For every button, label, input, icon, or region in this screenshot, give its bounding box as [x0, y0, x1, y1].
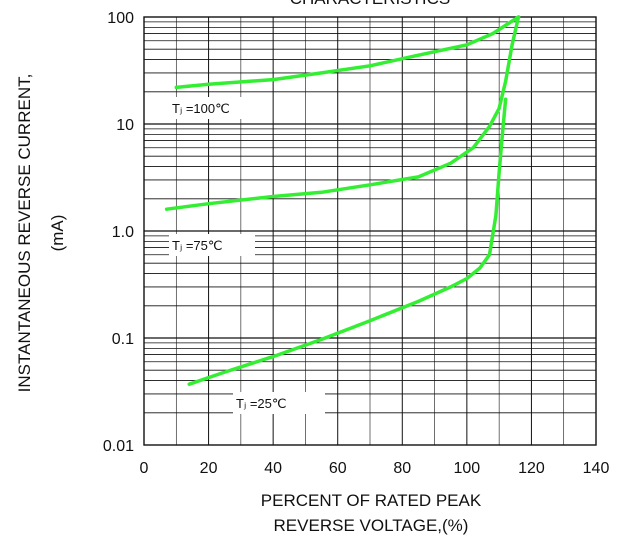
x-tick-label: 0 [140, 460, 149, 477]
x-tick-labels: 0 20 40 60 80 100 120 140 [140, 460, 610, 477]
x-tick-label: 120 [518, 460, 545, 477]
y-tick-label: 10 [116, 117, 134, 134]
curve-label-1: Tⱼ =75℃ [172, 238, 222, 253]
plot-grid [143, 16, 597, 446]
curve-label-2: Tⱼ =25℃ [236, 396, 286, 411]
y-tick-label: 1.0 [112, 224, 134, 241]
x-axis-title-line-1: PERCENT OF RATED PEAK [261, 491, 482, 510]
series-line-1 [164, 15, 521, 211]
curve-labels-layer: Tⱼ =100℃ Tⱼ =75℃ Tⱼ =25℃ [169, 97, 325, 414]
x-tick-label: 60 [329, 460, 347, 477]
series-line-0 [174, 15, 521, 90]
x-tick-label: 20 [200, 460, 218, 477]
series-line-2 [187, 97, 508, 386]
curves-layer [164, 15, 521, 386]
curve-label-background [233, 392, 325, 414]
x-axis-title-line-2: REVERSE VOLTAGE,(%) [274, 516, 469, 535]
curve-label-background [169, 234, 255, 256]
y-tick-label: 100 [107, 10, 134, 27]
y-tick-labels: 0.01 0.1 1.0 10 100 [103, 10, 134, 455]
y-axis-title-line-2: (mA) [48, 215, 67, 252]
y-tick-label: 0.1 [112, 331, 134, 348]
x-tick-label: 40 [264, 460, 282, 477]
curve-label-background [169, 97, 255, 119]
x-tick-label: 100 [454, 460, 481, 477]
x-tick-label: 80 [393, 460, 411, 477]
y-axis-title-line-1: INSTANTANEOUS REVERSE CURRENT, [15, 74, 34, 393]
curve-label-0: Tⱼ =100℃ [172, 101, 230, 116]
y-tick-label: 0.01 [103, 438, 134, 455]
chart-title: CHARACTERISTICS [290, 0, 451, 8]
x-tick-label: 140 [583, 460, 610, 477]
